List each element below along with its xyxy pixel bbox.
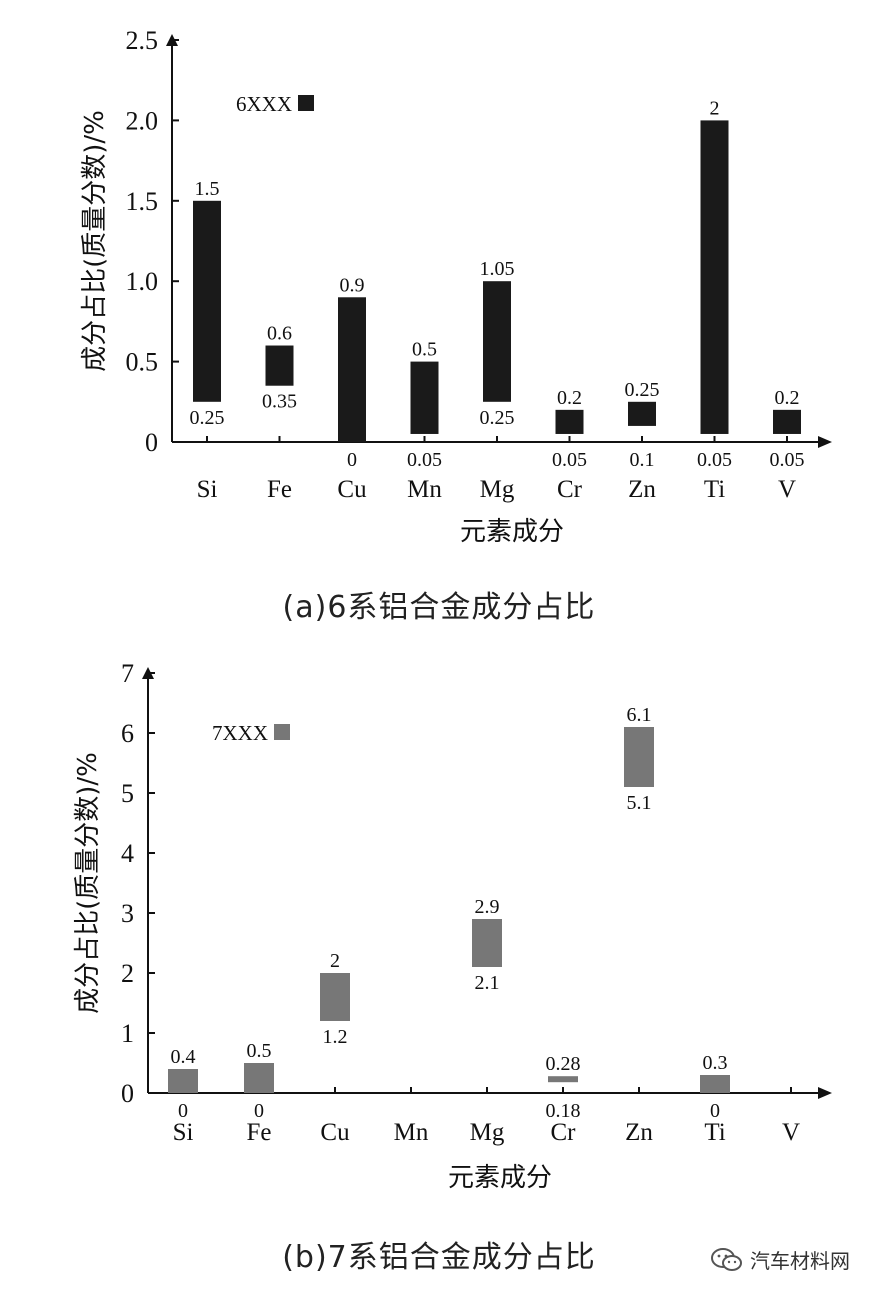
legend-swatch (298, 95, 314, 111)
range-bar-mn (410, 361, 439, 434)
range-bar-mg (483, 281, 511, 402)
y-tick-label: 1.5 (126, 187, 159, 216)
watermark: 汽车材料网 (710, 1245, 850, 1274)
bar-max-label: 0.28 (546, 1053, 581, 1075)
y-tick-label: 1.0 (126, 267, 159, 296)
x-category-label: Mn (394, 1119, 429, 1146)
bar-max-label: 0.5 (247, 1040, 272, 1062)
x-category-label: Mn (407, 476, 442, 503)
range-bar-zn (624, 727, 654, 787)
range-bar-cr (555, 409, 584, 434)
x-category-label: Cu (320, 1119, 350, 1146)
x-category-label: Mg (470, 1119, 505, 1146)
range-bar-ti (700, 1075, 730, 1093)
bar-min-label: 0.25 (480, 407, 515, 429)
y-tick-label: 5 (121, 779, 134, 808)
bar-max-label: 0.25 (625, 379, 660, 401)
chart-7xxx: 01234567成分占比(质量分数)/%元素成分7XXXSi0.40Fe0.50… (73, 659, 832, 1193)
range-bar-cu (320, 973, 350, 1021)
x-category-label: Si (197, 476, 218, 503)
bar-min-label: 0 (347, 449, 357, 471)
x-category-label: Cr (551, 1119, 577, 1146)
bar-max-label: 1.05 (480, 258, 515, 280)
bar-max-label: 6.1 (627, 704, 652, 726)
range-bar-zn (628, 401, 656, 426)
range-bar-v (773, 409, 801, 434)
bar-min-label: 0.05 (407, 449, 442, 471)
range-bar-si (193, 200, 221, 402)
bar-max-label: 2 (330, 950, 340, 972)
legend-label: 6XXX (236, 92, 292, 116)
bar-min-label: 0.05 (770, 449, 805, 471)
x-category-label: V (782, 1119, 800, 1146)
x-category-label: Cr (557, 476, 583, 503)
bar-min-label: 0.18 (546, 1100, 581, 1122)
x-category-label: Si (173, 1119, 194, 1146)
bar-max-label: 1.5 (195, 178, 220, 200)
bar-min-label: 0 (178, 1100, 188, 1122)
range-bar-cu (338, 297, 366, 442)
x-category-label: Fe (267, 476, 292, 503)
bar-max-label: 0.3 (703, 1052, 728, 1074)
bar-min-label: 0.05 (552, 449, 587, 471)
bar-max-label: 0.2 (775, 387, 800, 409)
bar-min-label: 0 (710, 1100, 720, 1122)
bar-min-label: 0.25 (190, 407, 225, 429)
caption-7xxx: (b)7系铝合金成分占比 (282, 1240, 596, 1275)
caption-6xxx: (a)6系铝合金成分占比 (282, 590, 596, 625)
y-tick-label: 2.5 (126, 26, 159, 55)
wechat-icon (711, 1247, 742, 1271)
x-axis-arrow (818, 1087, 832, 1099)
x-category-label: Cu (337, 476, 367, 503)
y-tick-label: 3 (121, 899, 134, 928)
bar-max-label: 2.9 (475, 896, 500, 918)
range-bar-mg (472, 919, 502, 967)
range-bar-cr (548, 1076, 578, 1083)
bar-max-label: 0.9 (340, 274, 365, 296)
x-category-label: Ti (704, 1119, 725, 1146)
y-tick-label: 4 (121, 839, 134, 868)
bar-max-label: 0.5 (412, 339, 437, 361)
x-axis-label: 元素成分 (460, 517, 564, 547)
y-tick-label: 0 (121, 1079, 134, 1108)
bar-min-label: 0.1 (630, 449, 655, 471)
bar-min-label: 0.35 (262, 391, 297, 413)
x-category-label: Zn (628, 476, 656, 503)
range-bar-fe (265, 345, 294, 386)
y-tick-label: 6 (121, 719, 134, 748)
y-tick-label: 0 (145, 428, 158, 457)
bar-max-label: 2 (710, 97, 720, 119)
bar-min-label: 0.05 (697, 449, 732, 471)
y-tick-label: 2 (121, 959, 134, 988)
range-bar-fe (244, 1063, 274, 1093)
y-tick-label: 1 (121, 1019, 134, 1048)
bar-max-label: 0.2 (557, 387, 582, 409)
y-axis-label: 成分占比(质量分数)/% (80, 110, 110, 372)
y-axis-label: 成分占比(质量分数)/% (73, 752, 103, 1014)
bar-min-label: 1.2 (323, 1026, 348, 1048)
watermark-text: 汽车材料网 (750, 1249, 850, 1273)
bar-min-label: 0 (254, 1100, 264, 1122)
x-axis-arrow (818, 436, 832, 448)
bar-max-label: 0.4 (171, 1046, 196, 1068)
x-category-label: Ti (704, 476, 725, 503)
chart-6xxx: 0 0.5 1.0 1.5 2.0 2.5 成分占比(质量分数)/% 元素成分 6XXX Si 1.… (80, 26, 832, 547)
bar-min-label: 2.1 (475, 972, 500, 994)
bar-min-label: 5.1 (627, 792, 652, 814)
legend-label: 7XXX (212, 721, 268, 745)
x-axis-label: 元素成分 (448, 1163, 552, 1193)
x-category-label: Mg (480, 476, 515, 503)
bar-max-label: 0.6 (267, 323, 292, 345)
x-category-label: Fe (247, 1119, 272, 1146)
range-bar-si (168, 1069, 198, 1093)
y-tick-label: 7 (121, 659, 134, 688)
legend-swatch (274, 724, 290, 740)
y-tick-label: 2.0 (126, 106, 159, 135)
y-tick-label: 0.5 (126, 348, 159, 377)
x-category-label: Zn (625, 1119, 653, 1146)
x-category-label: V (778, 476, 796, 503)
range-bar-ti (700, 120, 729, 434)
